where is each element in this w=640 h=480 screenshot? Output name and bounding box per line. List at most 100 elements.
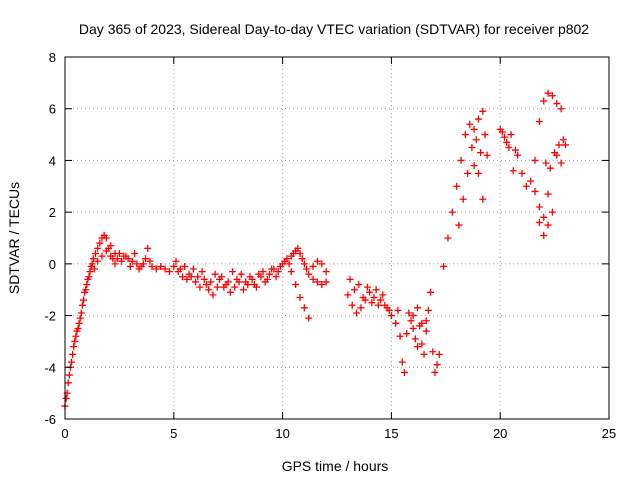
- data-point: [294, 244, 302, 252]
- data-point: [287, 268, 295, 276]
- data-point: [309, 275, 317, 283]
- data-point: [62, 394, 70, 402]
- y-tick-label: -6: [44, 412, 56, 427]
- data-point: [479, 195, 487, 203]
- data-point: [381, 301, 389, 309]
- data-point: [303, 265, 311, 273]
- plot-frame: [64, 56, 610, 420]
- x-axis-label: GPS time / hours: [282, 458, 389, 474]
- data-point: [357, 304, 365, 312]
- data-point: [94, 244, 102, 252]
- data-point: [359, 293, 367, 301]
- data-point: [239, 286, 247, 294]
- data-point: [522, 182, 530, 190]
- data-point: [531, 187, 539, 195]
- data-point: [542, 159, 550, 167]
- data-point: [246, 273, 254, 281]
- data-point: [83, 281, 91, 289]
- data-point: [194, 273, 202, 281]
- data-point: [392, 319, 400, 327]
- data-point: [540, 231, 548, 239]
- data-point: [535, 203, 543, 211]
- data-point: [540, 97, 548, 105]
- data-point: [281, 257, 289, 265]
- data-point: [91, 250, 99, 258]
- data-point: [374, 301, 382, 309]
- data-point: [224, 278, 232, 286]
- data-point: [448, 208, 456, 216]
- data-point: [483, 151, 491, 159]
- data-point: [226, 288, 234, 296]
- data-point: [131, 250, 139, 258]
- data-point: [215, 275, 223, 283]
- data-point: [220, 283, 228, 291]
- data-point: [73, 327, 81, 335]
- data-point: [418, 319, 426, 327]
- data-point: [368, 299, 376, 307]
- data-point: [139, 260, 147, 268]
- data-point: [540, 213, 548, 221]
- data-point: [77, 309, 85, 317]
- data-point: [414, 304, 422, 312]
- y-tick-labels: -6 -4 -2 0 2 4 6 8: [44, 50, 56, 427]
- data-point: [161, 265, 169, 273]
- data-point: [285, 260, 293, 268]
- data-point: [474, 169, 482, 177]
- data-point: [90, 265, 98, 273]
- data-point: [88, 260, 96, 268]
- data-point: [274, 268, 282, 276]
- data-point: [544, 190, 552, 198]
- data-point: [353, 309, 361, 317]
- data-point: [424, 306, 432, 314]
- y-tick-label: 4: [49, 153, 56, 168]
- data-point: [429, 348, 437, 356]
- data-point: [431, 368, 439, 376]
- data-point: [179, 273, 187, 281]
- data-point: [118, 257, 126, 265]
- data-point: [394, 306, 402, 314]
- data-point: [535, 218, 543, 226]
- data-point: [84, 275, 92, 283]
- data-point: [229, 268, 237, 276]
- data-point: [183, 275, 191, 283]
- data-point: [464, 169, 472, 177]
- data-point: [498, 128, 506, 136]
- data-point: [176, 265, 184, 273]
- data-point: [300, 260, 308, 268]
- y-tick-label: -2: [44, 309, 56, 324]
- data-point: [305, 314, 313, 322]
- data-point: [72, 332, 80, 340]
- data-point: [263, 275, 271, 283]
- data-point: [255, 270, 263, 278]
- data-point: [507, 131, 515, 139]
- data-point: [561, 141, 569, 149]
- data-point: [379, 291, 387, 299]
- data-point: [405, 309, 413, 317]
- data-point: [213, 283, 221, 291]
- data-point: [111, 250, 119, 258]
- data-point: [128, 257, 136, 265]
- data-point: [300, 304, 308, 312]
- data-point: [89, 255, 97, 263]
- data-point: [518, 169, 526, 177]
- data-point: [211, 270, 219, 278]
- data-point: [548, 92, 556, 100]
- data-point: [296, 250, 304, 258]
- data-point: [544, 221, 552, 229]
- data-point: [98, 252, 106, 260]
- data-point: [551, 149, 559, 157]
- data-point: [472, 136, 480, 144]
- data-point: [75, 319, 83, 327]
- data-point: [250, 281, 258, 289]
- data-point: [233, 275, 241, 283]
- data-point: [535, 118, 543, 126]
- data-point: [292, 281, 300, 289]
- data-point: [420, 350, 428, 358]
- data-point: [422, 317, 430, 325]
- y-tick-label: -4: [44, 360, 56, 375]
- data-point: [126, 262, 134, 270]
- data-point: [71, 337, 79, 345]
- x-tick-label: 25: [602, 426, 616, 441]
- y-tick-label: 0: [49, 257, 56, 272]
